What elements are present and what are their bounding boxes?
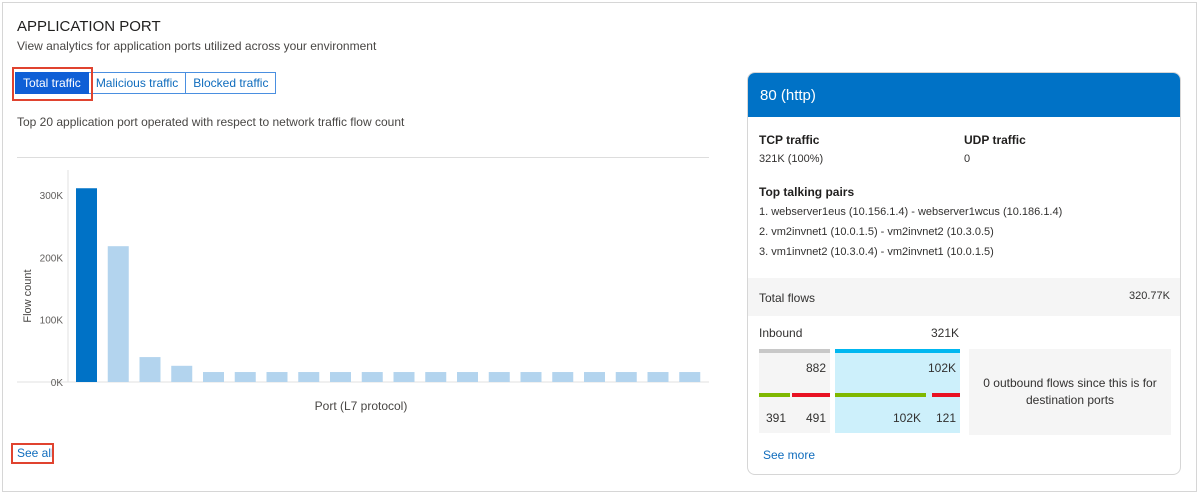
bar[interactable] (647, 372, 669, 382)
pairs-label: Top talking pairs (759, 185, 855, 199)
total-flows-row: Total flows 320.77K (748, 278, 1180, 316)
divider (17, 157, 709, 158)
bar[interactable] (457, 372, 478, 382)
bar[interactable] (520, 372, 542, 382)
box1-top: 882 (805, 361, 826, 375)
pair-item: 2. vm2invnet1 (10.0.1.5) - vm2invnet2 (1… (759, 226, 994, 238)
bar[interactable] (76, 188, 97, 382)
y-tick-label: 100K (40, 316, 64, 327)
bar[interactable] (679, 372, 701, 382)
y-tick-label: 300K (40, 191, 64, 202)
y-axis-label: Flow count (22, 269, 34, 322)
tab-malicious-traffic[interactable]: Malicious traffic (88, 72, 187, 94)
y-tick-label: 200K (40, 253, 64, 264)
tcp-value: 321K (100%) (759, 153, 824, 165)
inbound-box-2: 102K 102K 121 (835, 349, 960, 433)
bar[interactable] (552, 372, 574, 382)
chart-description: Top 20 application port operated with re… (17, 115, 405, 129)
traffic-tabs: Total traffic Malicious traffic Blocked … (15, 72, 277, 94)
tcp-label: TCP traffic (759, 133, 820, 147)
box2-left: 102K (892, 411, 921, 425)
bar[interactable] (107, 246, 129, 382)
box2-top: 102K (927, 361, 956, 375)
bar[interactable] (615, 372, 637, 382)
flow-count-chart: 0K 100K 200K 300K Flow count Port (L7 proto… (17, 170, 709, 413)
bar[interactable] (488, 372, 510, 382)
total-flows-label: Total flows (759, 291, 816, 305)
highlight-box (11, 443, 54, 464)
port-detail-card: 80 (http) TCP traffic 321K (100%) UDP tr… (747, 72, 1181, 475)
pair-item: 3. vm1invnet2 (10.3.0.4) - vm2invnet1 (1… (759, 246, 994, 258)
see-more-link[interactable]: See more (763, 448, 816, 462)
inbound-box-1: 882 391 491 (759, 349, 830, 433)
inbound-value: 321K (931, 326, 960, 340)
inbound-label: Inbound (759, 326, 803, 340)
see-all-link[interactable]: See all (17, 446, 54, 460)
outbound-message: 0 outbound flows since this is for desti… (969, 349, 1171, 435)
bar[interactable] (234, 372, 256, 382)
page-subtitle: View analytics for application ports uti… (17, 39, 377, 53)
udp-value: 0 (964, 153, 971, 165)
tab-blocked-traffic[interactable]: Blocked traffic (186, 72, 277, 94)
card-title: 80 (http) (748, 73, 1180, 117)
bar[interactable] (393, 372, 415, 382)
bar[interactable] (330, 372, 351, 382)
page-title: APPLICATION PORT (17, 18, 161, 35)
bar[interactable] (266, 372, 288, 382)
total-flows-value: 320.77K (1129, 290, 1170, 302)
bar[interactable] (298, 372, 320, 382)
bar[interactable] (425, 372, 447, 382)
tab-total-traffic[interactable]: Total traffic (15, 72, 89, 94)
bar[interactable] (171, 365, 193, 382)
box1-right: 491 (805, 411, 826, 425)
bar[interactable] (584, 372, 605, 382)
highlight-box (12, 67, 93, 101)
pair-item: 1. webserver1eus (10.156.1.4) - webserve… (759, 206, 1063, 218)
y-tick-label: 0K (51, 378, 64, 389)
x-axis-label: Port (L7 protocol) (315, 399, 408, 413)
bar[interactable] (361, 372, 383, 382)
box2-right: 121 (935, 411, 956, 425)
bar[interactable] (203, 372, 224, 382)
box1-left: 391 (766, 411, 787, 425)
bar[interactable] (139, 357, 161, 382)
udp-label: UDP traffic (964, 133, 1026, 147)
